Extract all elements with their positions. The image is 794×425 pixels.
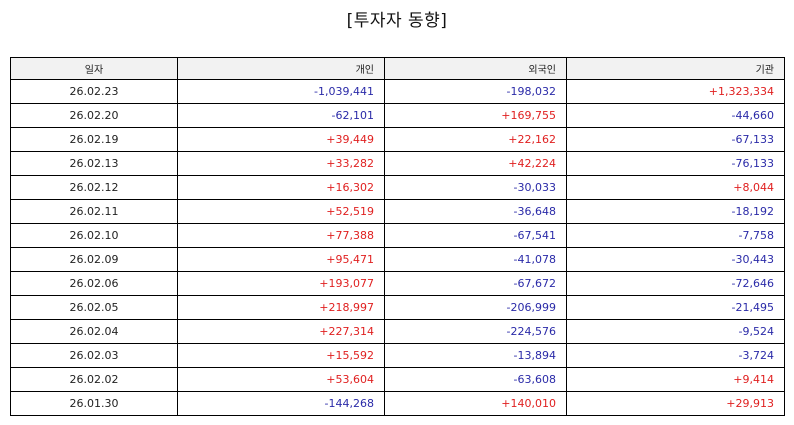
individual-cell: +227,314 xyxy=(177,319,385,344)
date-cell: 26.02.02 xyxy=(10,367,178,392)
institution-cell: +8,044 xyxy=(566,175,785,200)
header-institution: 기관 xyxy=(566,57,785,80)
foreign-cell: -41,078 xyxy=(384,247,567,272)
foreign-cell: +140,010 xyxy=(384,391,567,416)
date-cell: 26.02.06 xyxy=(10,271,178,296)
date-cell: 26.01.30 xyxy=(10,391,178,416)
institution-cell: +29,913 xyxy=(566,391,785,416)
institution-cell: +9,414 xyxy=(566,367,785,392)
institution-cell: -7,758 xyxy=(566,223,785,248)
table-row: 26.02.09 +95,471 -41,078 -30,443 xyxy=(10,247,785,272)
date-cell: 26.02.19 xyxy=(10,127,178,152)
date-cell: 26.02.23 xyxy=(10,79,178,104)
foreign-cell: -198,032 xyxy=(384,79,567,104)
institution-cell: -44,660 xyxy=(566,103,785,128)
foreign-cell: +22,162 xyxy=(384,127,567,152)
investor-trend-table: 일자 개인 외국인 기관 26.02.23 -1,039,441 -198,032 +… xyxy=(10,57,785,416)
institution-cell: +1,323,334 xyxy=(566,79,785,104)
table-row: 26.02.20 -62,101 +169,755 -44,660 xyxy=(10,103,785,128)
table-row: 26.02.10 +77,388 -67,541 -7,758 xyxy=(10,223,785,248)
foreign-cell: -224,576 xyxy=(384,319,567,344)
individual-cell: -62,101 xyxy=(177,103,385,128)
date-cell: 26.02.13 xyxy=(10,151,178,176)
individual-cell: +39,449 xyxy=(177,127,385,152)
individual-cell: -1,039,441 xyxy=(177,79,385,104)
date-cell: 26.02.20 xyxy=(10,103,178,128)
table-row: 26.02.03 +15,592 -13,894 -3,724 xyxy=(10,343,785,368)
table-row: 26.02.04 +227,314 -224,576 -9,524 xyxy=(10,319,785,344)
foreign-cell: +42,224 xyxy=(384,151,567,176)
header-date: 일자 xyxy=(10,57,178,80)
individual-cell: +33,282 xyxy=(177,151,385,176)
foreign-cell: -36,648 xyxy=(384,199,567,224)
individual-cell: +77,388 xyxy=(177,223,385,248)
foreign-cell: -30,033 xyxy=(384,175,567,200)
table-row: 26.02.06 +193,077 -67,672 -72,646 xyxy=(10,271,785,296)
institution-cell: -30,443 xyxy=(566,247,785,272)
table-body: 26.02.23 -1,039,441 -198,032 +1,323,334 26.0… xyxy=(10,79,785,416)
foreign-cell: +169,755 xyxy=(384,103,567,128)
foreign-cell: -63,608 xyxy=(384,367,567,392)
individual-cell: +15,592 xyxy=(177,343,385,368)
institution-cell: -18,192 xyxy=(566,199,785,224)
institution-cell: -76,133 xyxy=(566,151,785,176)
institution-cell: -67,133 xyxy=(566,127,785,152)
table-row: 26.02.12 +16,302 -30,033 +8,044 xyxy=(10,175,785,200)
table-row: 26.02.11 +52,519 -36,648 -18,192 xyxy=(10,199,785,224)
date-cell: 26.02.10 xyxy=(10,223,178,248)
table-row: 26.02.02 +53,604 -63,608 +9,414 xyxy=(10,367,785,392)
foreign-cell: -67,672 xyxy=(384,271,567,296)
institution-cell: -21,495 xyxy=(566,295,785,320)
date-cell: 26.02.11 xyxy=(10,199,178,224)
foreign-cell: -13,894 xyxy=(384,343,567,368)
individual-cell: +52,519 xyxy=(177,199,385,224)
date-cell: 26.02.03 xyxy=(10,343,178,368)
individual-cell: +95,471 xyxy=(177,247,385,272)
individual-cell: +218,997 xyxy=(177,295,385,320)
date-cell: 26.02.05 xyxy=(10,295,178,320)
header-foreign: 외국인 xyxy=(384,57,567,80)
institution-cell: -9,524 xyxy=(566,319,785,344)
table-row: 26.02.19 +39,449 +22,162 -67,133 xyxy=(10,127,785,152)
table-row: 26.01.30 -144,268 +140,010 +29,913 xyxy=(10,391,785,416)
table-row: 26.02.13 +33,282 +42,224 -76,133 xyxy=(10,151,785,176)
table-row: 26.02.05 +218,997 -206,999 -21,495 xyxy=(10,295,785,320)
table-header-row: 일자 개인 외국인 기관 xyxy=(10,57,785,80)
date-cell: 26.02.12 xyxy=(10,175,178,200)
foreign-cell: -206,999 xyxy=(384,295,567,320)
table-row: 26.02.23 -1,039,441 -198,032 +1,323,334 xyxy=(10,79,785,104)
individual-cell: +193,077 xyxy=(177,271,385,296)
individual-cell: +53,604 xyxy=(177,367,385,392)
date-cell: 26.02.09 xyxy=(10,247,178,272)
institution-cell: -3,724 xyxy=(566,343,785,368)
individual-cell: +16,302 xyxy=(177,175,385,200)
institution-cell: -72,646 xyxy=(566,271,785,296)
date-cell: 26.02.04 xyxy=(10,319,178,344)
foreign-cell: -67,541 xyxy=(384,223,567,248)
page-title: [투자자 동향] xyxy=(346,11,448,31)
header-individual: 개인 xyxy=(177,57,385,80)
individual-cell: -144,268 xyxy=(177,391,385,416)
